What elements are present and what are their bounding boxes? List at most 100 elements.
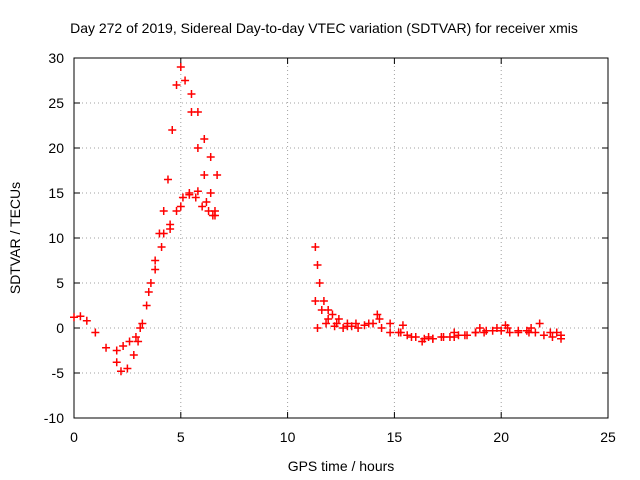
data-point bbox=[91, 328, 100, 337]
data-point bbox=[76, 312, 85, 321]
data-point bbox=[317, 306, 326, 314]
y-tick-label: -5 bbox=[52, 365, 65, 381]
data-point bbox=[176, 63, 185, 71]
data-point bbox=[360, 321, 369, 330]
data-point bbox=[142, 301, 151, 310]
data-point bbox=[311, 297, 320, 305]
data-point bbox=[119, 342, 128, 350]
chart-title: Day 272 of 2019, Sidereal Day-to-day VTE… bbox=[70, 20, 578, 36]
x-tick-label: 15 bbox=[387, 429, 403, 445]
data-point bbox=[193, 144, 202, 152]
data-point bbox=[524, 328, 533, 337]
data-point bbox=[398, 321, 407, 330]
data-point bbox=[166, 220, 175, 229]
data-point bbox=[200, 171, 209, 179]
data-point bbox=[210, 211, 219, 220]
data-point bbox=[181, 76, 190, 85]
data-point bbox=[548, 333, 557, 341]
y-axis-label: SDTVAR / TECUs bbox=[7, 182, 23, 294]
x-tick-label: 20 bbox=[493, 429, 509, 445]
x-tick-label: 0 bbox=[70, 429, 78, 445]
data-point bbox=[396, 328, 405, 337]
data-point bbox=[202, 198, 211, 206]
data-point bbox=[206, 153, 215, 161]
data-point bbox=[403, 331, 412, 340]
data-point bbox=[475, 324, 484, 332]
data-point bbox=[552, 328, 561, 337]
data-point bbox=[123, 364, 132, 373]
data-point bbox=[187, 90, 196, 98]
data-point bbox=[112, 346, 121, 355]
data-point bbox=[375, 315, 384, 323]
data-point bbox=[539, 331, 548, 340]
data-point bbox=[313, 261, 322, 269]
data-point bbox=[347, 322, 356, 331]
data-series bbox=[70, 63, 566, 376]
data-point bbox=[172, 81, 181, 89]
data-point bbox=[418, 337, 427, 346]
data-point bbox=[514, 326, 523, 335]
data-point bbox=[492, 324, 501, 332]
data-point bbox=[112, 358, 121, 367]
data-point bbox=[198, 202, 207, 211]
data-point bbox=[424, 333, 433, 341]
data-point bbox=[330, 322, 339, 331]
data-point bbox=[497, 326, 506, 335]
y-tick-label: 20 bbox=[48, 140, 64, 156]
data-point bbox=[131, 333, 140, 341]
data-point bbox=[386, 319, 395, 328]
data-point bbox=[144, 288, 153, 296]
data-point bbox=[351, 319, 360, 328]
data-point bbox=[193, 108, 202, 116]
y-axis: -10 -5 0 5 10 15 20 25 30 bbox=[44, 50, 608, 426]
x-axis-label: GPS time / hours bbox=[288, 458, 395, 474]
data-point bbox=[200, 135, 209, 143]
data-point bbox=[151, 265, 160, 274]
y-tick-label: 10 bbox=[48, 230, 64, 246]
data-point bbox=[313, 324, 322, 332]
data-point bbox=[501, 321, 510, 330]
data-point bbox=[322, 319, 331, 328]
data-point bbox=[319, 297, 328, 305]
data-point bbox=[102, 343, 111, 352]
data-point bbox=[146, 279, 155, 287]
data-point bbox=[204, 207, 213, 215]
y-tick-label: 30 bbox=[48, 50, 64, 66]
y-tick-label: 5 bbox=[56, 275, 64, 291]
data-point bbox=[428, 334, 437, 343]
data-point bbox=[328, 310, 337, 319]
data-point bbox=[354, 324, 363, 332]
data-point bbox=[557, 331, 566, 340]
data-point bbox=[482, 326, 491, 335]
y-tick-label: 0 bbox=[56, 320, 64, 336]
data-point bbox=[339, 324, 348, 332]
data-point bbox=[151, 256, 160, 265]
data-point bbox=[138, 319, 147, 328]
x-axis: 0 5 10 15 20 25 bbox=[70, 58, 616, 445]
data-point bbox=[185, 189, 194, 197]
data-point bbox=[439, 333, 448, 341]
data-point bbox=[334, 315, 343, 323]
data-point bbox=[373, 310, 382, 319]
data-point bbox=[505, 328, 514, 337]
data-point bbox=[377, 324, 386, 332]
data-point bbox=[163, 175, 172, 184]
data-point bbox=[134, 337, 143, 346]
data-point bbox=[407, 333, 416, 341]
data-point bbox=[157, 243, 166, 251]
data-point bbox=[70, 313, 78, 322]
data-point bbox=[82, 316, 91, 325]
data-point bbox=[136, 324, 145, 332]
x-tick-label: 10 bbox=[280, 429, 296, 445]
data-point bbox=[159, 229, 168, 238]
data-point bbox=[159, 207, 168, 215]
data-point bbox=[116, 367, 125, 376]
data-point bbox=[213, 171, 222, 179]
y-tick-label: 25 bbox=[48, 95, 64, 111]
data-point bbox=[178, 193, 187, 202]
data-point bbox=[206, 189, 215, 197]
data-point bbox=[193, 187, 202, 196]
y-tick-label: -10 bbox=[44, 410, 64, 426]
data-point bbox=[460, 331, 469, 340]
